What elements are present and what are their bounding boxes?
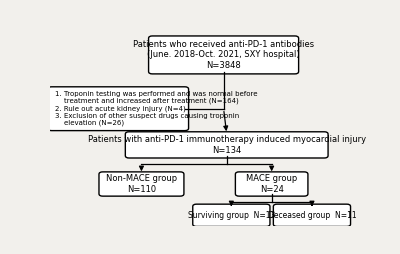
Text: 1. Troponin testing was performed and was normal before
    treatment and increa: 1. Troponin testing was performed and wa… [55, 91, 258, 126]
Text: Non-MACE group
N=110: Non-MACE group N=110 [106, 174, 177, 194]
FancyBboxPatch shape [148, 36, 299, 74]
FancyBboxPatch shape [48, 87, 188, 131]
Text: Patients who received anti-PD-1 antibodies
(June. 2018-Oct. 2021, SXY hospital)
: Patients who received anti-PD-1 antibodi… [133, 40, 314, 70]
Text: Deceased group  N=11: Deceased group N=11 [268, 211, 356, 220]
FancyBboxPatch shape [125, 132, 328, 158]
Text: Surviving group  N=13: Surviving group N=13 [188, 211, 275, 220]
Text: Patients with anti-PD-1 immunotherapy induced myocardial injury
N=134: Patients with anti-PD-1 immunotherapy in… [88, 135, 366, 155]
FancyBboxPatch shape [193, 204, 270, 227]
FancyBboxPatch shape [273, 204, 350, 227]
Text: MACE group
N=24: MACE group N=24 [246, 174, 297, 194]
FancyBboxPatch shape [235, 172, 308, 196]
FancyBboxPatch shape [99, 172, 184, 196]
